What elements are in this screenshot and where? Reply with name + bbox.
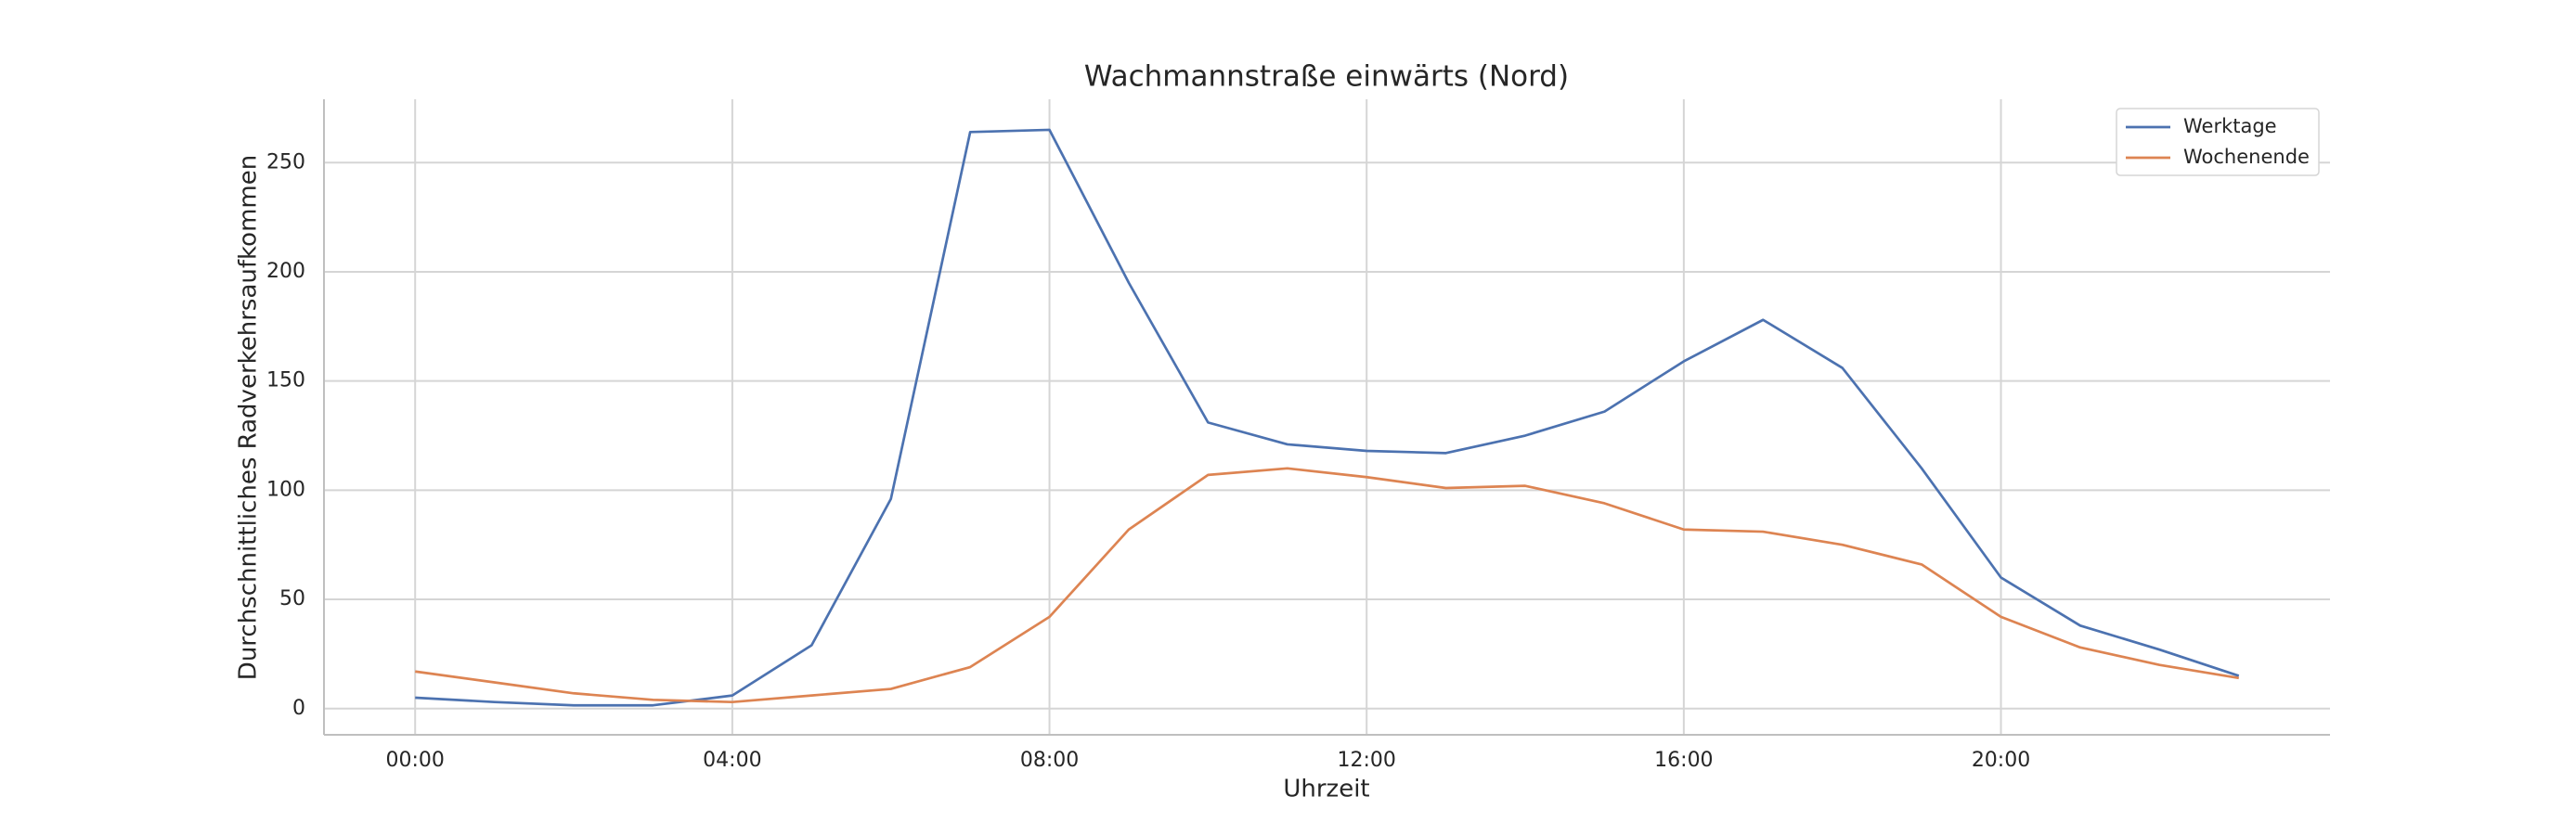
legend-label: Werktage <box>2183 115 2277 137</box>
x-tick-label: 00:00 <box>386 749 445 772</box>
line-series <box>415 128 2240 707</box>
y-tick-label: 200 <box>266 260 305 283</box>
line-series <box>415 467 2239 704</box>
y-tick-label: 0 <box>292 697 305 720</box>
y-axis-label: Durchschnittliches Radverkehrsaufkommen <box>235 155 263 680</box>
x-tick-label: 12:00 <box>1338 749 1396 772</box>
chart-title: Wachmannstraße einwärts (Nord) <box>1084 60 1569 94</box>
x-tick-label: 20:00 <box>1972 749 2030 772</box>
y-tick-label: 150 <box>266 369 305 392</box>
x-tick-label: 08:00 <box>1020 749 1079 772</box>
y-tick-label: 50 <box>279 587 305 610</box>
legend-label: Wochenende <box>2183 146 2310 168</box>
y-tick-label: 250 <box>266 150 305 173</box>
x-axis-label: Uhrzeit <box>1283 776 1369 803</box>
x-tick-label: 16:00 <box>1654 749 1713 772</box>
x-tick-label: 04:00 <box>703 749 761 772</box>
y-tick-label: 100 <box>266 478 305 501</box>
